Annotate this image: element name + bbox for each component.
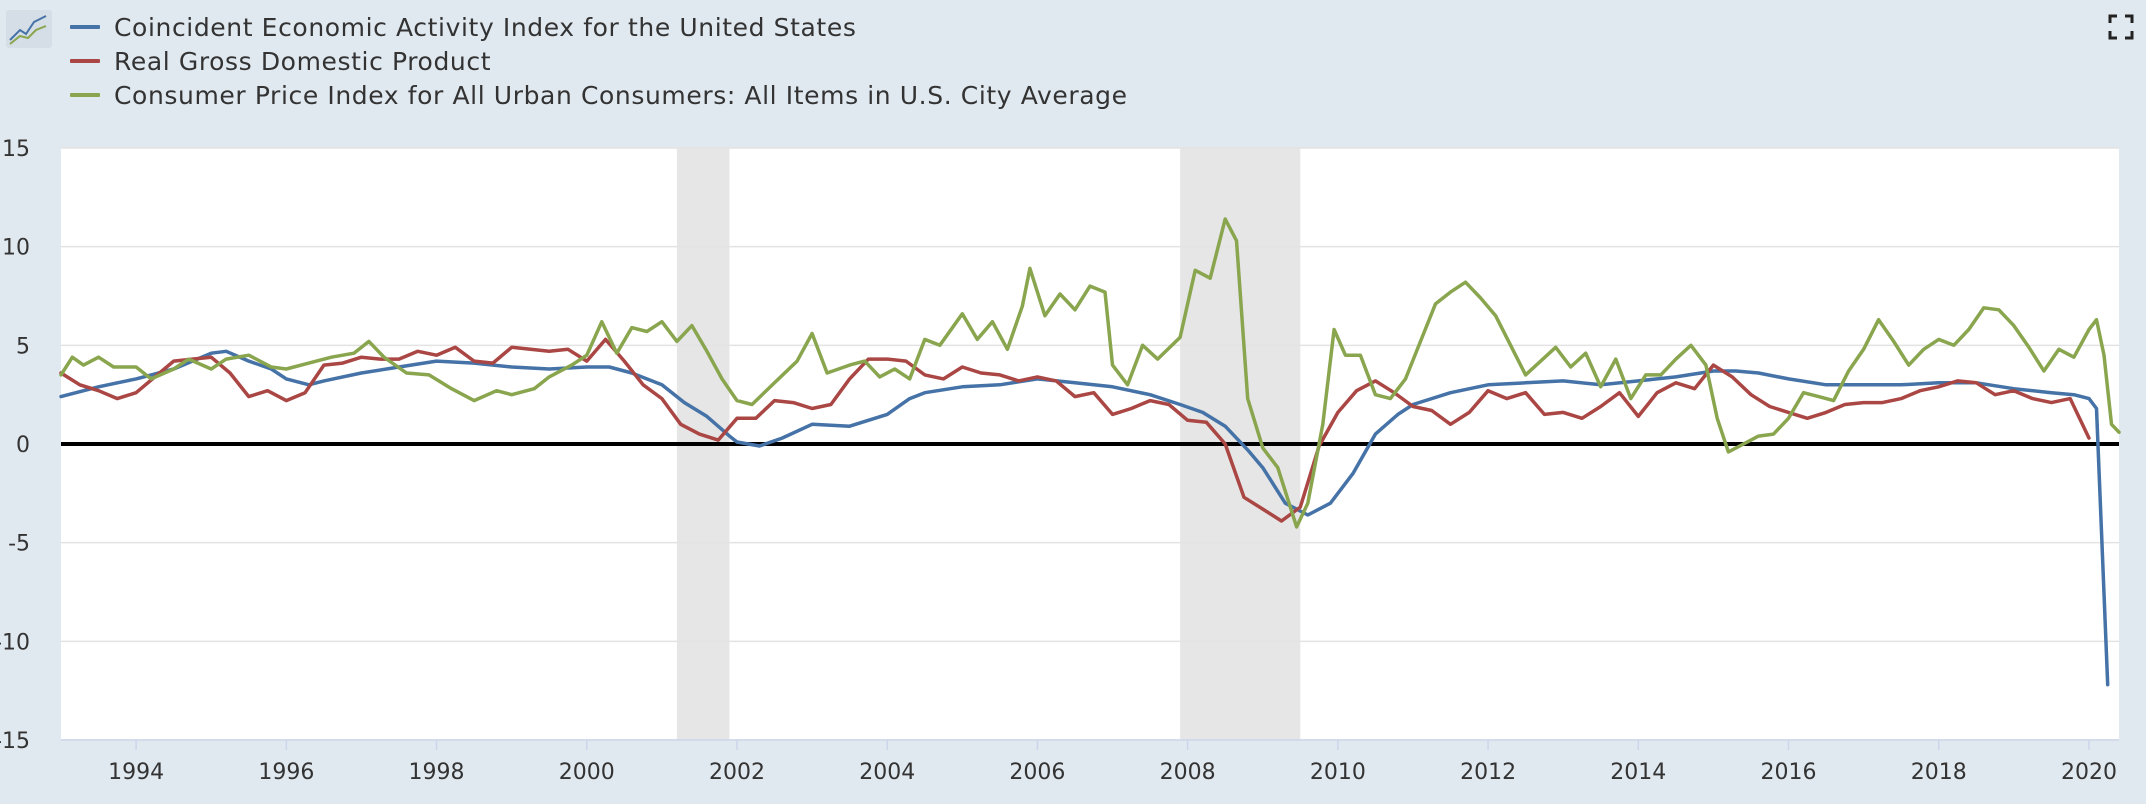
- fullscreen-expand-icon[interactable]: [2108, 14, 2134, 40]
- x-tick-label: 1994: [108, 760, 164, 785]
- legend-item-coincident-index[interactable]: Coincident Economic Activity Index for t…: [70, 10, 1128, 44]
- series-line-0[interactable]: [59, 349, 2110, 687]
- series-line-2[interactable]: [59, 217, 2121, 529]
- y-tick-label: 5: [16, 334, 30, 359]
- legend-swatch: [70, 25, 100, 29]
- y-tick-label: 15: [2, 137, 30, 162]
- x-tick-label: 2020: [2061, 760, 2117, 785]
- legend-label: Real Gross Domestic Product: [114, 46, 492, 76]
- x-tick-label: 2012: [1460, 760, 1516, 785]
- x-tick-label: 2010: [1310, 760, 1366, 785]
- y-tick-label: -15: [0, 729, 30, 754]
- y-tick-label: 10: [2, 236, 30, 261]
- legend-label: Consumer Price Index for All Urban Consu…: [114, 80, 1128, 110]
- x-tick-label: 2000: [559, 760, 615, 785]
- x-axis: 1994 1996 1998 2000 2002 2004 2006 2008 2010 2012…: [61, 739, 2119, 785]
- x-tick-label: 2008: [1160, 760, 1216, 785]
- x-tick-label: 1998: [409, 760, 465, 785]
- x-tick-label: 2006: [1009, 760, 1065, 785]
- y-tick-label: 0: [16, 433, 30, 458]
- legend-swatch: [70, 59, 100, 63]
- y-axis: 15 10 5 0 -5 -10 -15: [0, 137, 30, 754]
- chart-thumbnail-icon[interactable]: [6, 10, 52, 48]
- series-layer: [59, 217, 2121, 687]
- chart-legend: Coincident Economic Activity Index for t…: [70, 10, 1128, 112]
- x-tick-label: 2018: [1911, 760, 1967, 785]
- x-tick-label: 2016: [1761, 760, 1817, 785]
- x-tick-label: 2014: [1610, 760, 1666, 785]
- x-tick-label: 2004: [859, 760, 915, 785]
- legend-item-real-gdp[interactable]: Real Gross Domestic Product: [70, 44, 1128, 78]
- x-tick-label: 2002: [709, 760, 765, 785]
- legend-item-cpi[interactable]: Consumer Price Index for All Urban Consu…: [70, 78, 1128, 112]
- x-tick-label: 1996: [258, 760, 314, 785]
- legend-label: Coincident Economic Activity Index for t…: [114, 12, 857, 42]
- legend-swatch: [70, 93, 100, 97]
- y-tick-label: -5: [8, 532, 30, 557]
- series-line-1[interactable]: [59, 337, 2091, 523]
- y-tick-label: -10: [0, 630, 30, 655]
